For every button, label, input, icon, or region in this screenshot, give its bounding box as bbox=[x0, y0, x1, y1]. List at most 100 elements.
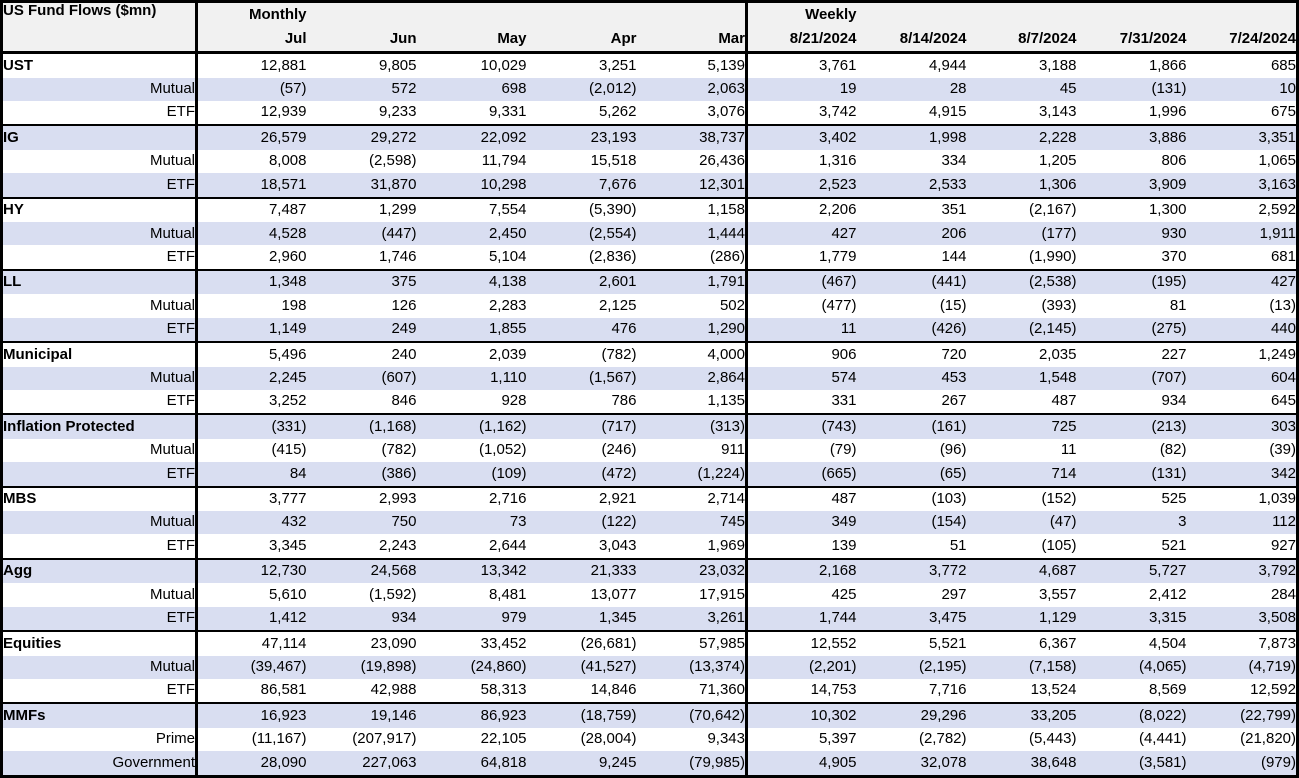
row-label-sub: ETF bbox=[166, 247, 195, 265]
value-cell: (15) bbox=[939, 296, 967, 314]
value-cell: 432 bbox=[195, 511, 307, 535]
column-header: 8/14/2024 bbox=[856, 27, 967, 53]
value-cell: (2,145) bbox=[966, 317, 1077, 343]
value-cell: 1,290 bbox=[636, 317, 747, 343]
value-cell: 930 bbox=[1076, 222, 1187, 246]
value-cell: (22,799) bbox=[1186, 702, 1298, 728]
table-row: Mutual 432 750 73 (122) 745 349 (154) (47) 3 112 bbox=[1, 511, 1298, 535]
value-cell: 425 bbox=[745, 583, 857, 607]
row-label-sub: Mutual bbox=[1, 222, 197, 246]
value-cell: 303 bbox=[1186, 413, 1298, 439]
value-cell: 2,644 bbox=[488, 536, 527, 554]
value-cell: (154) bbox=[856, 511, 967, 535]
table-header: US Fund Flows ($mn) Monthly Weekly Jul Ju… bbox=[1, 1, 1298, 53]
value-cell: 351 bbox=[856, 196, 967, 223]
table-row: Mutual 2,245 (607) 1,110 (1,567) 2,864 574 453 1… bbox=[1, 366, 1298, 390]
value-cell: 5,262 bbox=[598, 103, 637, 121]
value-cell: 2,714 bbox=[636, 485, 747, 512]
value-cell: 3,508 bbox=[1186, 606, 1298, 632]
value-cell: (979) bbox=[1186, 751, 1298, 777]
value-cell: 645 bbox=[1270, 392, 1296, 410]
value-cell: 427 bbox=[1186, 268, 1298, 295]
value-cell: (1,592) bbox=[368, 585, 417, 603]
value-cell: 57,985 bbox=[636, 630, 747, 656]
value-cell: 73 bbox=[416, 511, 527, 535]
header-section-row: US Fund Flows ($mn) Monthly Weekly bbox=[1, 1, 1298, 53]
table-row: Mutual 4,528 (447) 2,450 (2,554) 1,444 427 206(… bbox=[1, 222, 1298, 246]
value-cell: 440 bbox=[1186, 317, 1298, 343]
value-cell: 806 bbox=[1161, 152, 1187, 170]
value-cell: 685 bbox=[1186, 51, 1298, 78]
value-cell: 8,008 bbox=[195, 149, 307, 174]
value-cell: (177) bbox=[966, 222, 1077, 246]
column-header: Jul bbox=[195, 27, 307, 53]
value-cell: 31,870 bbox=[306, 173, 417, 198]
value-cell: 487 bbox=[1051, 392, 1077, 410]
value-cell: 4,905 bbox=[745, 751, 857, 777]
value-cell: 3,252 bbox=[195, 389, 307, 415]
value-cell: 3 bbox=[1076, 511, 1187, 535]
table-row: ETF 1,412 934 979 1,345 3,261 1,744 3,475 1,129 3… bbox=[1, 606, 1298, 632]
column-header: Apr bbox=[526, 27, 637, 53]
row-label-sub: Mutual bbox=[149, 296, 195, 314]
value-cell: 1,110 bbox=[416, 366, 527, 390]
table-row: Agg 12,730 24,568 13,342 21,333 23,032 2,168 3,… bbox=[1, 557, 1298, 584]
value-cell: 5,521 bbox=[856, 630, 967, 656]
value-cell: (47) bbox=[966, 511, 1077, 535]
value-cell: 126 bbox=[391, 296, 417, 314]
section-label-weekly: Weekly bbox=[745, 1, 857, 27]
value-cell: 521 bbox=[1161, 536, 1187, 554]
value-cell: 5,104 bbox=[488, 247, 527, 265]
value-cell: 198 bbox=[195, 294, 307, 318]
value-cell: 33,205 bbox=[966, 702, 1077, 728]
value-cell: 3,761 bbox=[745, 51, 857, 78]
value-cell: (447) bbox=[306, 222, 417, 246]
value-cell: 2,450 bbox=[416, 222, 527, 246]
value-cell: 2,228 bbox=[966, 124, 1077, 150]
value-cell: 14,846 bbox=[590, 681, 637, 699]
value-cell: 750 bbox=[306, 511, 417, 535]
value-cell: 3,475 bbox=[856, 606, 967, 632]
value-cell: 4,528 bbox=[195, 222, 307, 246]
value-cell: (70,642) bbox=[636, 702, 747, 728]
value-cell: 28,090 bbox=[195, 751, 307, 777]
value-cell: 71,360 bbox=[699, 681, 745, 699]
row-label-sub: ETF bbox=[166, 536, 195, 554]
value-cell: 2,168 bbox=[745, 557, 857, 584]
value-cell: (103) bbox=[856, 485, 967, 512]
value-cell: 64,818 bbox=[416, 751, 527, 777]
value-cell: 745 bbox=[636, 511, 747, 535]
value-cell: 698 bbox=[416, 77, 527, 101]
column-header: Jun bbox=[306, 27, 417, 53]
value-cell: 1,065 bbox=[1258, 152, 1296, 170]
value-cell: 2,035 bbox=[966, 341, 1077, 367]
value-cell: 574 bbox=[745, 366, 857, 390]
value-cell: 1,348 bbox=[195, 268, 307, 295]
value-cell: 3,076 bbox=[707, 103, 745, 121]
value-cell: (313) bbox=[636, 413, 747, 439]
value-cell: 476 bbox=[526, 317, 637, 343]
table-row: HY 7,487 1,299 7,554 (5,390) 1,158 2,206 351 (2,… bbox=[1, 196, 1298, 223]
value-cell: 1,444 bbox=[636, 222, 747, 246]
table-row: Inflation Protected (331) (1,168) (1,162) (7… bbox=[1, 413, 1298, 439]
value-cell: 3,043 bbox=[598, 536, 637, 554]
value-cell: 2,960 bbox=[195, 245, 307, 270]
value-cell: 22,105 bbox=[480, 730, 527, 748]
value-cell: 8,569 bbox=[1148, 681, 1187, 699]
value-cell: (122) bbox=[526, 511, 637, 535]
value-cell: 1,855 bbox=[416, 317, 527, 343]
value-cell: 38,737 bbox=[636, 124, 747, 150]
value-cell: (275) bbox=[1076, 317, 1187, 343]
value-cell: (1,162) bbox=[416, 413, 527, 439]
value-cell: 2,412 bbox=[1148, 585, 1187, 603]
value-cell: 12,592 bbox=[1250, 681, 1296, 699]
table-body: UST 12,881 9,805 10,029 3,251 5,139 3,761 4,944… bbox=[1, 51, 1298, 777]
table-row: ETF 12,939 9,233 9,331 5,262 3,076 3,742 4,915 3… bbox=[2, 100, 1298, 126]
row-label-sub: Mutual bbox=[1, 366, 197, 390]
value-cell: 2,243 bbox=[378, 536, 417, 554]
value-cell: (13,374) bbox=[636, 655, 747, 679]
table-row: ETF 84 (386) (109) (472) (1,224) (665) (65) 714(… bbox=[1, 462, 1298, 487]
value-cell: 2,039 bbox=[416, 341, 527, 367]
